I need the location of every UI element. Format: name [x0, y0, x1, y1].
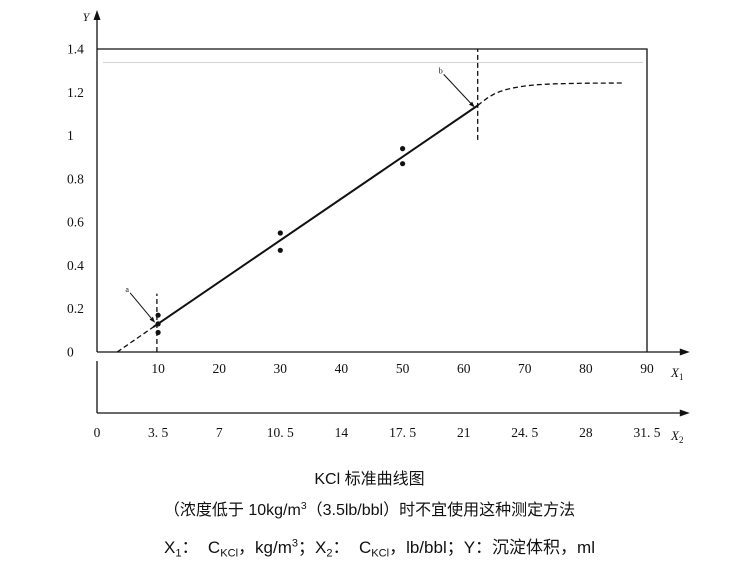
x1-tick-label: 30 [274, 361, 288, 376]
x2-axis-label-letter: X [670, 428, 680, 443]
x1-tick-label: 40 [335, 361, 349, 376]
y-tick-label: 0.8 [67, 171, 84, 186]
y-tick-label: 0 [67, 345, 74, 360]
data-point [155, 329, 161, 336]
extrapolated-dashed-line [477, 82, 623, 107]
annotation-arrow-b [443, 74, 471, 104]
x2-tick-label: 17. 5 [389, 425, 416, 440]
y-tick-label: 1.4 [67, 42, 84, 57]
x2-tick-label: 21 [457, 425, 471, 440]
x2-tick-label: 10. 5 [267, 425, 294, 440]
axis-legend-subscript: KCl [371, 547, 390, 560]
axis-legend-text: ： C [181, 538, 221, 557]
data-point [400, 146, 406, 152]
x1-tick-label: 70 [518, 361, 532, 376]
chart-note-text: （浓度低于 10kg/m [163, 502, 301, 519]
y-tick-label: 0.2 [67, 301, 84, 316]
kcl-standard-curve-chart: 10 20 30 40 50 60 70 80 900 3. 5 7 10. 5 14 17. 5 21 24… [67, 10, 690, 445]
plot-frame [97, 48, 648, 352]
x2-axis-label: X2 [670, 428, 683, 445]
y-tick-label: 1 [67, 128, 74, 143]
extrapolated-dashed-line [116, 326, 155, 353]
x1-tick-label: 80 [579, 361, 593, 376]
chart-note-text: （3.5lb/bbl）时不宜使用这种测定方法 [306, 502, 576, 519]
axis-legend-text: ： C [332, 538, 372, 557]
annotation-arrowhead-b [469, 101, 475, 108]
axis-legend-text: X [163, 538, 176, 557]
x2-tick-label: 14 [335, 425, 349, 440]
x2-axis-arrowhead [679, 409, 690, 417]
y-tick-label: 0.6 [67, 215, 84, 230]
x2-tick-label: 7 [216, 425, 223, 440]
x2-tick-label: 28 [579, 425, 593, 440]
x2-tick-label: 24. 5 [511, 425, 538, 440]
x1-tick-label: 50 [396, 361, 410, 376]
x1-tick-label: 60 [457, 361, 471, 376]
x1-tick-label: 20 [212, 361, 226, 376]
y-axis-label: Y [83, 10, 91, 24]
annotation-arrowhead-a [149, 316, 156, 323]
y-tick-label: 1.2 [67, 85, 84, 100]
data-point [277, 230, 283, 236]
axis-legend-text: ，lb/bbl；Y：沉淀体积，ml [389, 538, 595, 557]
axis-legend-subscript: 2 [326, 547, 333, 560]
x1-axis-label: X1 [670, 365, 683, 382]
x2-tick-label: 0 [94, 425, 101, 440]
axis-legend-subscript: 1 [175, 547, 182, 560]
x2-axis-label-subscript: 2 [679, 435, 684, 445]
axis-legend-superscript: 3 [291, 537, 299, 550]
axis-legend-subscript: KCl [220, 547, 239, 560]
plot-layer: 10 20 30 40 50 60 70 80 900 3. 5 7 10. 5 14 17. 5 21 24… [67, 10, 690, 440]
x1-tick-label: 90 [640, 361, 654, 376]
y-tick-label: 0.4 [67, 258, 84, 273]
calibration-line [152, 104, 479, 328]
data-point [277, 247, 283, 253]
x2-tick-label: 31. 5 [634, 425, 661, 440]
data-point [155, 321, 161, 327]
data-point [155, 312, 161, 318]
axis-legend-text: ，kg/m [238, 538, 292, 557]
x1-axis-arrowhead [679, 348, 690, 356]
data-point [400, 161, 406, 167]
chart-note: （浓度低于 10kg/m3（3.5lb/bbl）时不宜使用这种测定方法 [0, 501, 739, 521]
annotation-label-a: a [125, 285, 129, 294]
axis-legend: X1： CKCl，kg/m3；X2： CKCl，lb/bbl；Y：沉淀体积，ml [0, 537, 739, 559]
annotation-arrow-a [129, 292, 152, 319]
chart-title: KCl 标准曲线图 [314, 471, 425, 488]
chart-note-superscript: 3 [300, 500, 307, 512]
x2-tick-label: 3. 5 [148, 425, 169, 440]
annotation-label-b: b [439, 66, 443, 75]
x1-tick-label: 10 [151, 361, 165, 376]
x1-axis-label-letter: X [670, 365, 680, 380]
axis-legend-text: ；X [298, 538, 327, 557]
y-axis-arrowhead [93, 10, 101, 20]
x1-axis-label-subscript: 1 [679, 372, 684, 382]
